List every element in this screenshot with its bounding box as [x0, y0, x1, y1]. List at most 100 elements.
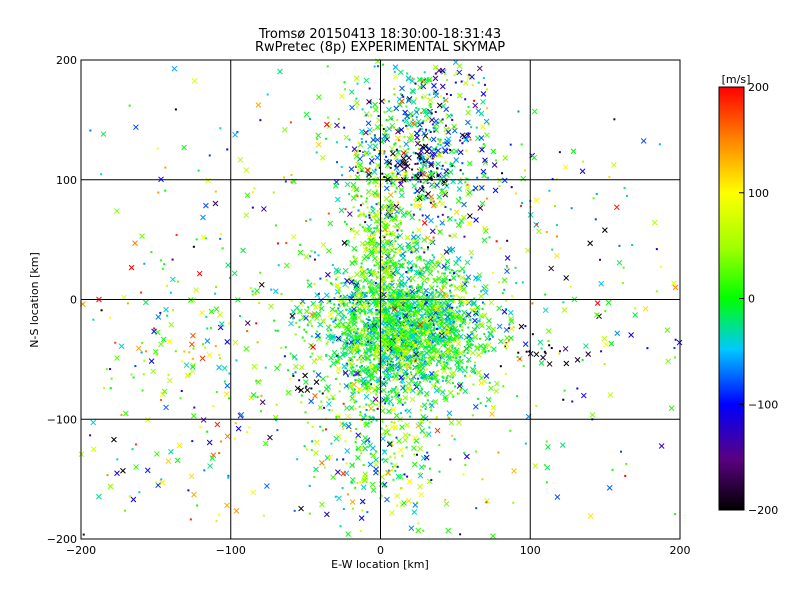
data-point — [403, 135, 406, 138]
data-point — [403, 384, 406, 387]
data-point — [365, 318, 368, 321]
data-point — [340, 165, 343, 168]
data-point — [315, 151, 318, 154]
data-point — [404, 163, 411, 170]
data-point — [89, 434, 92, 437]
data-point — [454, 347, 457, 350]
data-point — [561, 307, 568, 313]
data-point — [435, 260, 438, 263]
data-point — [160, 478, 163, 481]
data-point — [399, 85, 405, 92]
data-point — [159, 479, 166, 486]
data-point — [400, 229, 403, 232]
data-point — [218, 353, 221, 356]
data-point — [423, 319, 426, 322]
data-point — [401, 94, 404, 97]
data-point — [435, 204, 438, 207]
data-point — [335, 141, 338, 144]
data-point — [428, 421, 431, 424]
data-point — [378, 391, 381, 394]
data-point — [181, 144, 187, 151]
data-point — [421, 214, 424, 217]
data-point — [416, 362, 423, 368]
data-point — [464, 181, 467, 184]
data-point — [160, 336, 167, 343]
data-point — [404, 351, 407, 354]
data-point — [423, 317, 430, 324]
data-point — [522, 365, 525, 368]
data-point — [357, 300, 364, 307]
data-point — [381, 281, 384, 284]
data-point — [340, 282, 343, 285]
data-point — [461, 326, 464, 329]
data-point — [334, 122, 340, 129]
data-point — [452, 338, 455, 341]
data-point — [183, 362, 190, 369]
data-point — [444, 313, 451, 320]
data-point — [405, 97, 412, 104]
data-point — [398, 362, 401, 365]
data-point — [367, 227, 373, 234]
data-point — [313, 475, 316, 478]
data-point — [386, 248, 389, 251]
data-point — [355, 332, 358, 335]
data-point — [424, 265, 431, 272]
data-point — [398, 338, 401, 341]
data-point — [324, 121, 330, 128]
data-point — [366, 171, 372, 178]
data-point — [437, 307, 440, 310]
data-point — [369, 346, 372, 349]
data-point — [441, 375, 444, 378]
data-point — [384, 130, 387, 133]
data-point — [544, 352, 547, 355]
data-point — [418, 255, 421, 258]
data-point — [395, 473, 402, 480]
data-point — [385, 382, 388, 385]
data-point — [373, 327, 376, 330]
data-point — [423, 198, 426, 201]
data-point — [506, 266, 509, 269]
data-point — [445, 378, 452, 385]
data-point — [326, 401, 332, 407]
data-point — [403, 141, 410, 147]
data-point — [371, 241, 374, 244]
data-point — [446, 302, 453, 309]
data-point — [415, 264, 418, 267]
data-point — [424, 316, 427, 319]
data-point — [413, 349, 416, 352]
data-point — [253, 187, 256, 190]
data-point — [374, 318, 377, 321]
data-point — [524, 325, 527, 328]
data-point — [422, 529, 425, 532]
data-point — [426, 196, 429, 199]
data-point — [342, 371, 345, 374]
data-point — [420, 340, 423, 343]
data-point — [352, 323, 355, 326]
data-point — [375, 450, 378, 453]
data-point — [364, 310, 367, 313]
data-point — [403, 345, 406, 348]
data-point — [548, 189, 551, 192]
grid-lines — [81, 60, 680, 539]
data-point — [382, 371, 385, 374]
data-point — [433, 130, 436, 133]
data-point — [199, 426, 202, 429]
data-point — [465, 119, 471, 126]
data-point — [655, 248, 658, 251]
data-point — [433, 387, 440, 394]
data-point — [370, 137, 377, 143]
data-point — [580, 392, 587, 399]
data-point — [350, 366, 353, 369]
data-point — [95, 493, 102, 500]
data-point — [345, 303, 348, 306]
data-point — [394, 329, 397, 332]
data-point — [442, 360, 445, 363]
data-point — [285, 389, 292, 396]
data-point — [369, 280, 376, 287]
data-point — [398, 317, 401, 320]
data-point — [359, 128, 365, 135]
data-point — [454, 333, 457, 336]
data-point — [558, 350, 561, 353]
data-point — [413, 453, 416, 456]
data-point — [356, 106, 359, 109]
